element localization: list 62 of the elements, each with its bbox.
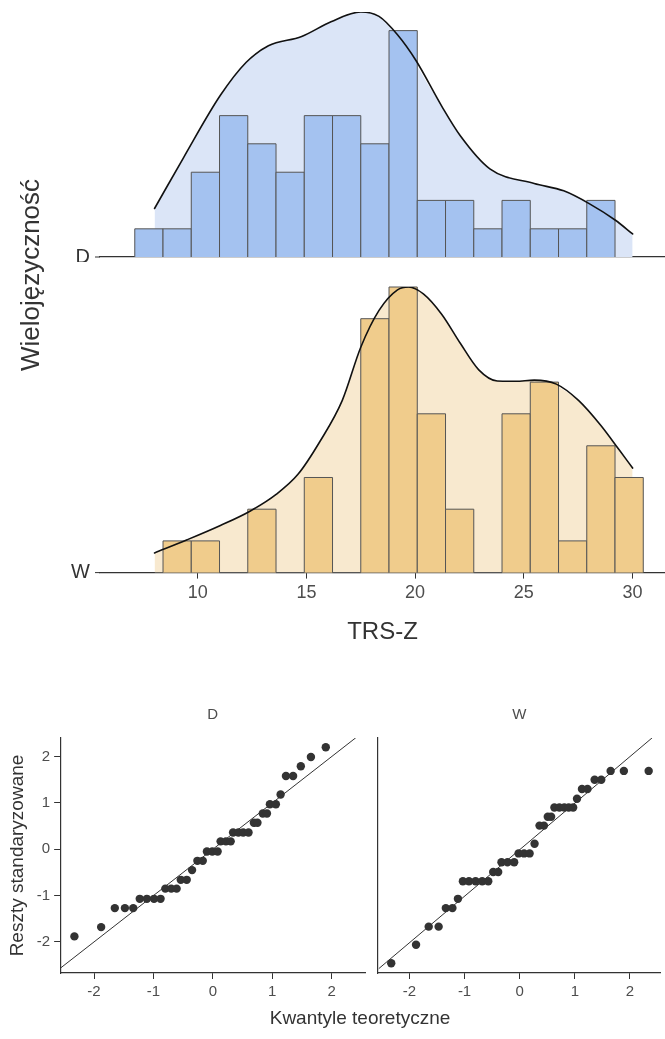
- point: [644, 766, 653, 776]
- x-tick-label: -1: [457, 982, 472, 1000]
- chart-title: D: [207, 705, 219, 723]
- point: [187, 865, 197, 875]
- x-tick-label: 15: [296, 582, 317, 603]
- point: [619, 766, 629, 776]
- point: [387, 959, 396, 968]
- chart-title: W: [512, 705, 528, 723]
- point: [453, 894, 463, 904]
- point: [120, 903, 130, 913]
- point: [96, 922, 106, 932]
- point: [135, 894, 144, 904]
- x-tick-label: 0: [515, 982, 524, 1000]
- point: [296, 762, 306, 771]
- point: [156, 894, 165, 904]
- x-tick-label: 1: [570, 982, 579, 1000]
- x-tick-label: 10: [187, 582, 208, 603]
- point: [434, 922, 443, 931]
- point: [182, 875, 191, 885]
- point: [110, 903, 120, 913]
- y-tick-label: 0: [41, 839, 51, 857]
- text: W: [71, 560, 91, 583]
- y-tick-label: -2: [36, 932, 51, 950]
- point: [448, 903, 457, 913]
- x-tick-label: -1: [146, 982, 161, 1000]
- point: [288, 771, 298, 781]
- x-axis-title: Kwantyle teoretyczne: [269, 1007, 451, 1029]
- point: [276, 790, 285, 799]
- x-tick-label: 2: [327, 982, 336, 1000]
- y-tick-label: -1: [36, 885, 51, 903]
- point: [306, 752, 316, 762]
- x-tick-label: 20: [405, 582, 426, 603]
- point: [525, 849, 534, 858]
- y-tick-label: 2: [41, 746, 51, 764]
- text: D: [75, 244, 90, 267]
- point: [509, 858, 519, 867]
- y-axis-title: Reszty standaryzowane: [5, 754, 27, 957]
- point: [597, 775, 606, 784]
- point: [271, 800, 281, 809]
- point: [172, 884, 181, 893]
- point: [484, 877, 493, 886]
- y-tick-label: 1: [41, 793, 51, 811]
- x-tick-label: 30: [622, 582, 643, 603]
- x-tick-label: 0: [208, 982, 218, 1000]
- point: [572, 794, 582, 803]
- x-tick-label: -2: [402, 982, 417, 1000]
- point: [583, 784, 592, 794]
- x-tick-label: 25: [513, 582, 534, 603]
- y-axis-title: Wielojęzyczność: [14, 178, 46, 372]
- point: [321, 743, 330, 752]
- x-tick-label: -2: [87, 982, 101, 1000]
- x-tick-label: 2: [625, 982, 635, 1000]
- point: [70, 932, 79, 941]
- x-axis-title: TRS-Z: [347, 617, 418, 645]
- point: [411, 940, 421, 949]
- point: [606, 766, 615, 776]
- point: [244, 828, 253, 837]
- point: [424, 922, 433, 931]
- point: [142, 894, 152, 904]
- point: [530, 839, 539, 848]
- x-tick-label: 1: [268, 982, 277, 1000]
- point: [129, 903, 138, 913]
